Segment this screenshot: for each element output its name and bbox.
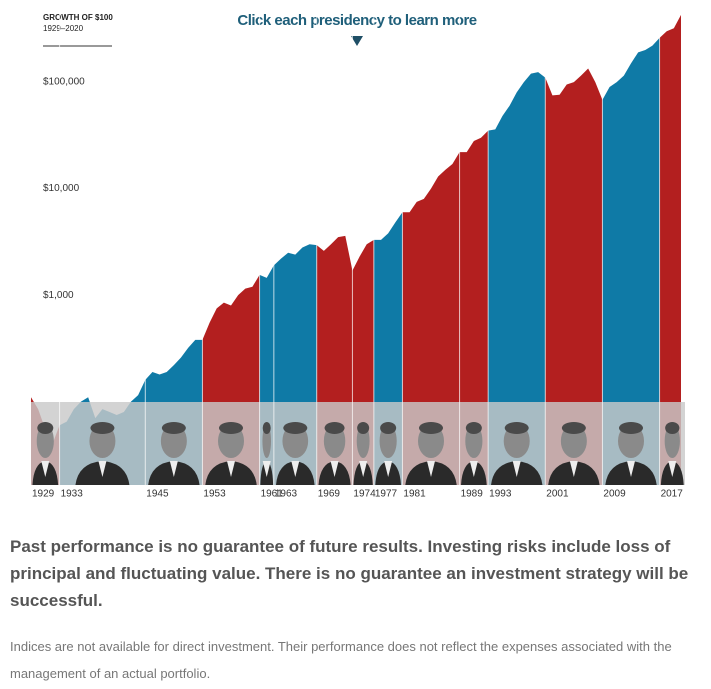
portrait-collar bbox=[98, 461, 107, 477]
portrait-hair bbox=[219, 422, 243, 434]
presidency-area[interactable] bbox=[602, 37, 660, 486]
presidency-area[interactable] bbox=[402, 152, 460, 485]
chart: GROWTH OF $100 1929–2020 Click each pres… bbox=[31, 10, 685, 500]
x-tick-label: 1961 bbox=[261, 489, 284, 500]
portrait-collar bbox=[384, 461, 393, 477]
annotation-arrow bbox=[351, 36, 363, 46]
x-tick-label: 1963 bbox=[275, 489, 298, 500]
portrait-collar bbox=[569, 461, 578, 477]
portrait-hair bbox=[161, 422, 186, 434]
portrait-collar bbox=[330, 461, 339, 477]
portrait-hair bbox=[619, 422, 643, 434]
x-tick-label: 1945 bbox=[146, 489, 169, 500]
note: Indices are not available for direct inv… bbox=[10, 639, 672, 681]
chart-title: GROWTH OF $100 bbox=[43, 13, 113, 22]
x-tick-label: 1953 bbox=[203, 489, 226, 500]
x-tick-label: 1981 bbox=[403, 489, 426, 500]
portrait-collar bbox=[469, 461, 478, 477]
x-tick-label: 2009 bbox=[603, 489, 626, 500]
y-tick-label: $10,000 bbox=[43, 183, 80, 194]
x-tick-label: 1933 bbox=[61, 489, 84, 500]
presidency-area[interactable] bbox=[488, 72, 546, 486]
y-tick-label: $1,000 bbox=[43, 290, 74, 301]
portrait-hair bbox=[90, 422, 115, 434]
portrait-hair bbox=[262, 422, 271, 434]
portrait-collar bbox=[227, 461, 235, 477]
portrait-hair bbox=[380, 422, 397, 434]
x-tick-label: 1989 bbox=[461, 489, 484, 500]
portrait-collar bbox=[262, 461, 271, 477]
presidency-area[interactable] bbox=[459, 130, 489, 485]
x-tick-label: 1974 bbox=[353, 489, 376, 500]
portrait-collar bbox=[41, 461, 50, 477]
y-tick-label: $100,000 bbox=[43, 77, 85, 88]
presidency-area[interactable] bbox=[659, 14, 681, 485]
x-tick-label: 1929 bbox=[32, 489, 55, 500]
portrait-hair bbox=[419, 422, 443, 434]
presidency-area[interactable] bbox=[545, 68, 603, 485]
portrait-hair bbox=[665, 422, 680, 434]
portrait-hair bbox=[357, 422, 370, 434]
portrait-collar bbox=[291, 461, 300, 477]
x-tick-label: 1969 bbox=[318, 489, 341, 500]
chart-subtitle: 1929–2020 bbox=[43, 24, 84, 33]
portrait-collar bbox=[359, 461, 368, 477]
portrait-hair bbox=[465, 422, 482, 434]
portrait-hair bbox=[37, 422, 54, 434]
disclaimer: Past performance is no guarantee of futu… bbox=[10, 537, 689, 610]
portrait-collar bbox=[169, 461, 178, 477]
portrait-hair bbox=[561, 422, 586, 434]
x-tick-label: 2017 bbox=[661, 489, 684, 500]
portrait-collar bbox=[512, 461, 521, 477]
x-tick-label: 1993 bbox=[489, 489, 512, 500]
x-tick-label: 1977 bbox=[375, 489, 398, 500]
portrait-collar bbox=[627, 461, 635, 477]
portrait-hair bbox=[283, 422, 308, 434]
portrait-collar bbox=[427, 461, 435, 477]
x-tick-label: 2001 bbox=[546, 489, 569, 500]
annotation: Click each presidency to learn more bbox=[237, 12, 476, 29]
portrait-hair bbox=[504, 422, 529, 434]
portrait-collar bbox=[668, 461, 677, 477]
portrait-hair bbox=[324, 422, 345, 434]
